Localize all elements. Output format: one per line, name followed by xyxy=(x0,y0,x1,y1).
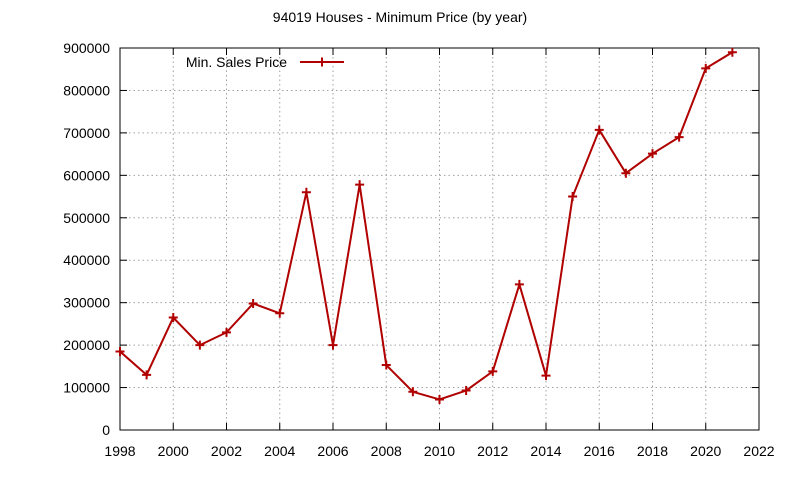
data-point-marker xyxy=(727,47,737,57)
series-group xyxy=(115,47,737,404)
data-point-marker xyxy=(142,370,152,380)
data-point-marker xyxy=(701,63,711,73)
data-point-marker xyxy=(648,149,657,159)
data-point-marker xyxy=(435,394,444,404)
data-point-marker xyxy=(674,132,684,142)
y-tick-label: 900000 xyxy=(63,40,110,56)
data-point-marker xyxy=(488,366,498,376)
legend-label: Min. Sales Price xyxy=(186,54,287,70)
x-tick-label: 2012 xyxy=(477,443,508,459)
data-point-marker xyxy=(275,308,285,318)
data-point-marker xyxy=(168,313,178,323)
x-tick-label: 2008 xyxy=(371,443,402,459)
axis-ticks xyxy=(119,47,760,431)
data-point-marker xyxy=(621,168,631,178)
y-tick-label: 400000 xyxy=(63,252,110,268)
data-point-marker xyxy=(248,299,258,309)
x-tick-label: 2004 xyxy=(264,443,295,459)
y-tick-label: 700000 xyxy=(63,125,110,141)
y-axis-tick-labels: 0 100000 200000 300000 400000 500000 600000 700… xyxy=(63,40,110,438)
x-tick-label: 2006 xyxy=(317,443,348,459)
grid xyxy=(120,48,759,430)
y-tick-label: 0 xyxy=(102,422,110,438)
y-tick-label: 800000 xyxy=(63,82,110,98)
data-point-marker xyxy=(195,340,205,350)
y-tick-label: 200000 xyxy=(63,337,110,353)
legend-marker xyxy=(317,57,327,67)
x-tick-label: 2016 xyxy=(584,443,615,459)
x-tick-label: 2020 xyxy=(690,443,721,459)
plot-frame xyxy=(119,47,760,431)
data-point-marker xyxy=(301,187,311,197)
x-tick-label: 2010 xyxy=(424,443,455,459)
y-tick-label: 300000 xyxy=(63,295,110,311)
chart-title: 94019 Houses - Minimum Price (by year) xyxy=(273,9,527,25)
y-tick-label: 100000 xyxy=(63,380,110,396)
legend: Min. Sales Price xyxy=(186,54,344,70)
data-point-marker xyxy=(568,192,578,202)
data-point-marker xyxy=(594,125,604,135)
x-tick-label: 2022 xyxy=(743,443,774,459)
x-axis-tick-labels: 1998 2000 2002 2004 2006 2008 2010 2012 2014 2016… xyxy=(104,443,774,459)
x-tick-label: 2018 xyxy=(637,443,668,459)
data-point-marker xyxy=(408,387,418,397)
data-point-marker xyxy=(541,371,551,381)
data-point-marker xyxy=(461,386,471,396)
x-tick-label: 2000 xyxy=(158,443,189,459)
data-point-marker xyxy=(115,346,125,356)
x-tick-label: 1998 xyxy=(104,443,135,459)
data-point-marker xyxy=(355,180,365,190)
data-point-marker xyxy=(514,279,524,289)
data-point-marker xyxy=(222,327,231,337)
series-line xyxy=(119,51,733,401)
y-tick-label: 600000 xyxy=(63,167,110,183)
x-tick-label: 2002 xyxy=(211,443,242,459)
data-point-marker xyxy=(381,360,391,370)
x-tick-label: 2014 xyxy=(530,443,561,459)
data-point-marker xyxy=(328,340,338,350)
y-tick-label: 500000 xyxy=(63,210,110,226)
